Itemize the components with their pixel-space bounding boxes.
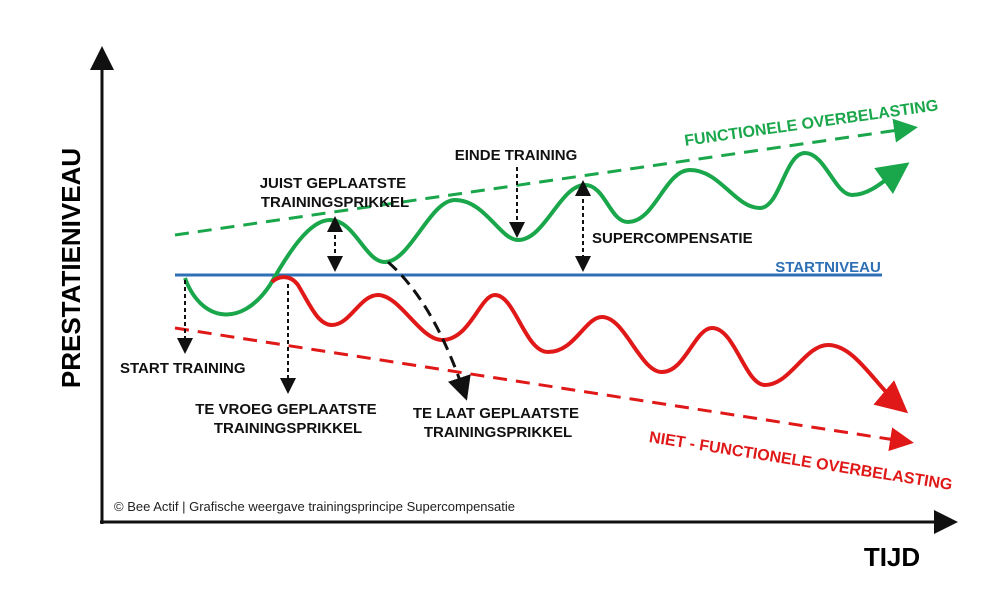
late-stimulus-label: TE LAAT GEPLAATSTE TRAININGSPRIKKEL	[413, 405, 583, 441]
y-axis-label: PRESTATIENIVEAU	[56, 148, 86, 388]
functional-trend	[174, 118, 918, 237]
non-functional-trend	[174, 326, 914, 452]
supercompensation-label: SUPERCOMPENSATIE	[592, 230, 753, 247]
label-line: TRAININGSPRIKKEL	[261, 194, 409, 211]
label-line: TRAININGSPRIKKEL	[424, 424, 572, 441]
start-training-label: START TRAINING	[120, 360, 246, 377]
credit: © Bee Actif | Grafische weergave trainin…	[114, 499, 515, 514]
early-stimulus-label: TE VROEG GEPLAATSTE TRAININGSPRIKKEL	[195, 401, 381, 437]
x-axis-label: TIJD	[864, 542, 920, 572]
non-functional-label: NIET - FUNCTIONELE OVERBELASTING	[648, 429, 954, 494]
label-line: TRAININGSPRIKKEL	[214, 420, 362, 437]
end-training-label: EINDE TRAINING	[455, 147, 578, 164]
late-stimulus-path	[387, 260, 471, 401]
functional-label: FUNCTIONELE OVERBELASTING	[683, 97, 939, 149]
start-level-label: STARTNIVEAU	[775, 259, 881, 276]
label-line: TE VROEG GEPLAATSTE	[195, 401, 376, 418]
label-line: TE LAAT GEPLAATSTE	[413, 405, 579, 422]
label-line: JUIST GEPLAATSTE	[260, 175, 406, 192]
overtraining-curve	[270, 275, 909, 414]
indicator-arrows	[177, 167, 591, 394]
right-stimulus-label: JUIST GEPLAATSTE TRAININGSPRIKKEL	[260, 175, 411, 211]
supercompensation-curve	[183, 150, 910, 317]
